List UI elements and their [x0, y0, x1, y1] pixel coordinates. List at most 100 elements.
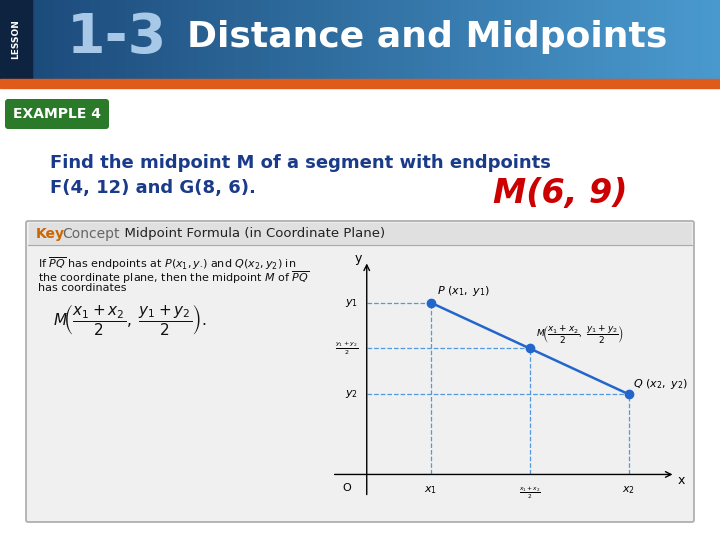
Bar — [522, 0, 532, 79]
Bar — [612, 0, 622, 79]
Bar — [576, 0, 586, 79]
Bar — [693, 0, 703, 79]
Bar — [72, 0, 82, 79]
Bar — [423, 0, 433, 79]
Bar — [378, 0, 388, 79]
Text: If $\overline{PQ}$ has endpoints at $P(x_1, y_{\cdot})$ and $Q(x_2, y_2)$ in: If $\overline{PQ}$ has endpoints at $P(x… — [38, 255, 296, 272]
Bar — [567, 0, 577, 79]
Text: $M\!\left(\dfrac{x_1+x_2}{2},\ \dfrac{y_1+y_2}{2}\right)$: $M\!\left(\dfrac{x_1+x_2}{2},\ \dfrac{y_… — [536, 323, 624, 346]
Bar — [180, 0, 190, 79]
Bar — [666, 0, 676, 79]
Bar — [225, 0, 235, 79]
Text: Concept: Concept — [62, 227, 120, 241]
Bar — [29, 223, 691, 245]
Bar — [315, 0, 325, 79]
Bar — [432, 0, 442, 79]
Bar — [171, 0, 181, 79]
Bar — [351, 0, 361, 79]
Text: M(6, 9): M(6, 9) — [492, 177, 627, 210]
Bar — [396, 0, 406, 79]
Bar — [360, 0, 370, 79]
Bar — [486, 0, 496, 79]
Bar — [36, 0, 46, 79]
Bar — [207, 0, 217, 79]
Text: Distance and Midpoints: Distance and Midpoints — [186, 21, 667, 55]
Bar — [63, 0, 73, 79]
Bar — [468, 0, 478, 79]
Bar — [711, 0, 720, 79]
Bar — [189, 0, 199, 79]
Text: $\frac{y_1+y_2}{2}$: $\frac{y_1+y_2}{2}$ — [335, 340, 358, 357]
Bar — [297, 0, 307, 79]
Bar — [9, 0, 19, 79]
Bar — [540, 0, 550, 79]
Bar — [117, 0, 127, 79]
Bar — [387, 0, 397, 79]
FancyBboxPatch shape — [26, 221, 694, 522]
Bar — [585, 0, 595, 79]
Text: $\frac{x_1+x_2}{2}$: $\frac{x_1+x_2}{2}$ — [519, 484, 541, 501]
Bar — [153, 0, 163, 79]
Text: LESSON: LESSON — [12, 19, 20, 59]
Bar — [558, 0, 568, 79]
Bar — [54, 0, 64, 79]
Bar — [198, 0, 208, 79]
Text: the coordinate plane, then the midpoint $M$ of $\overline{PQ}$: the coordinate plane, then the midpoint … — [38, 269, 309, 286]
Text: $M\!\left(\dfrac{x_1+x_2}{2},\ \dfrac{y_1+y_2}{2}\right).$: $M\!\left(\dfrac{x_1+x_2}{2},\ \dfrac{y_… — [53, 302, 207, 338]
Bar — [306, 0, 316, 79]
Bar — [216, 0, 226, 79]
Bar — [702, 0, 712, 79]
Bar — [99, 0, 109, 79]
Bar — [162, 0, 172, 79]
Bar — [18, 0, 28, 79]
Bar — [0, 0, 32, 79]
Bar — [594, 0, 604, 79]
FancyBboxPatch shape — [5, 99, 109, 129]
Bar — [441, 0, 451, 79]
Bar — [333, 0, 343, 79]
Bar — [135, 0, 145, 79]
Bar — [108, 0, 118, 79]
Bar — [684, 0, 694, 79]
Bar — [279, 0, 289, 79]
Bar — [630, 0, 640, 79]
Text: Key: Key — [36, 227, 65, 241]
Bar — [369, 0, 379, 79]
Text: F(4, 12) and G(8, 6).: F(4, 12) and G(8, 6). — [50, 179, 256, 197]
Bar — [675, 0, 685, 79]
Bar — [414, 0, 424, 79]
Bar — [45, 0, 55, 79]
Bar — [459, 0, 469, 79]
Bar — [270, 0, 280, 79]
Bar — [450, 0, 460, 79]
Text: $y_1$: $y_1$ — [345, 296, 358, 309]
Bar — [243, 0, 253, 79]
Bar — [477, 0, 487, 79]
Bar — [0, 79, 720, 88]
Bar — [657, 0, 667, 79]
Bar — [0, 0, 10, 79]
Text: y: y — [354, 252, 361, 265]
Bar — [549, 0, 559, 79]
Text: has coordinates: has coordinates — [38, 283, 127, 293]
Bar — [261, 0, 271, 79]
Text: $y_2$: $y_2$ — [345, 388, 358, 400]
Text: O: O — [342, 483, 351, 493]
Text: EXAMPLE 4: EXAMPLE 4 — [13, 107, 101, 121]
Bar — [603, 0, 613, 79]
Text: Midpoint Formula (in Coordinate Plane): Midpoint Formula (in Coordinate Plane) — [116, 227, 385, 240]
Bar — [405, 0, 415, 79]
Text: 1-3: 1-3 — [67, 10, 167, 64]
Text: x: x — [678, 474, 685, 487]
Text: $Q\ (x_2,\ y_2)$: $Q\ (x_2,\ y_2)$ — [634, 377, 688, 391]
Bar — [81, 0, 91, 79]
Bar — [639, 0, 649, 79]
Bar — [531, 0, 541, 79]
Text: Find the midpoint M of a segment with endpoints: Find the midpoint M of a segment with en… — [50, 154, 551, 172]
Bar — [324, 0, 334, 79]
Text: $x_1$: $x_1$ — [424, 484, 437, 496]
Bar — [504, 0, 514, 79]
Bar — [342, 0, 352, 79]
Bar — [234, 0, 244, 79]
Bar — [252, 0, 262, 79]
